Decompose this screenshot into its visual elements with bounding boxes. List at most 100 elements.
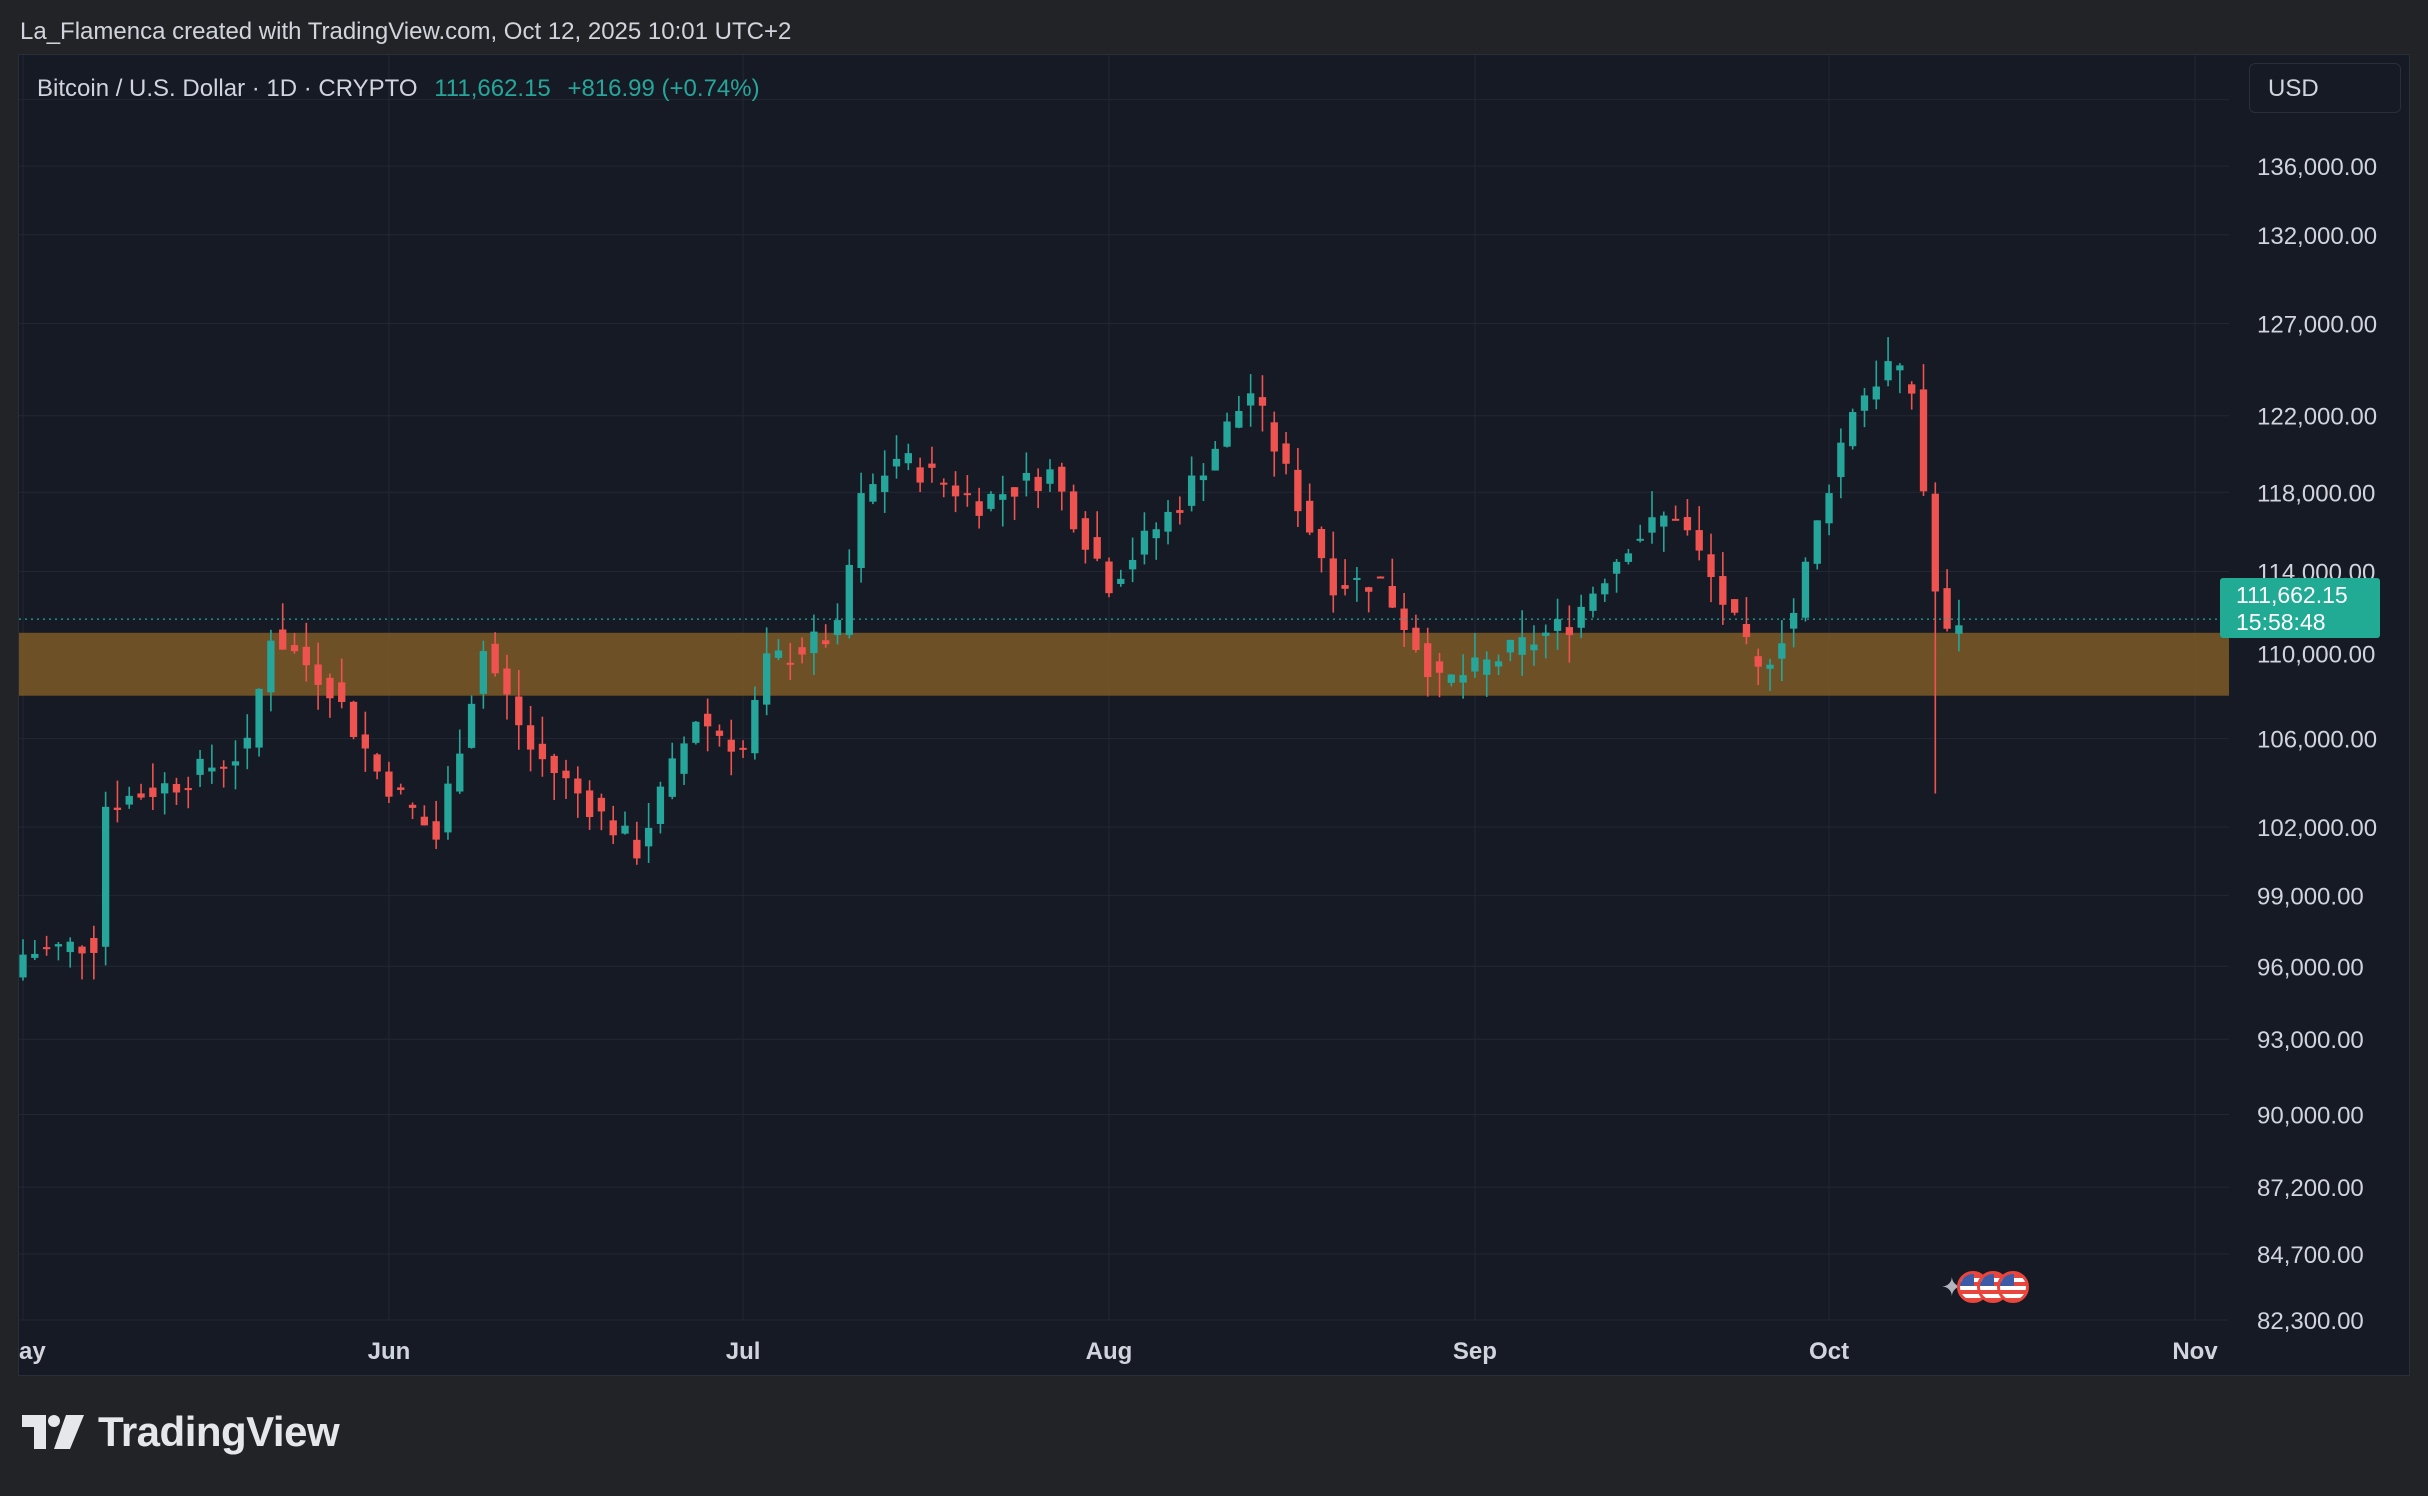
candle-body — [1860, 395, 1869, 411]
candle-body — [574, 778, 582, 794]
candle-body — [1577, 606, 1585, 628]
candle-body — [987, 493, 995, 509]
candle-body — [479, 651, 488, 694]
candle-body — [633, 839, 641, 859]
candle-body — [597, 797, 606, 812]
symbol-legend: Bitcoin / U.S. Dollar · 1D · CRYPTO 111,… — [37, 75, 760, 103]
candle-body — [1707, 554, 1715, 578]
candle-body — [1435, 661, 1444, 673]
candle-body — [692, 721, 700, 743]
candle-body — [857, 493, 865, 569]
candle-body — [999, 494, 1007, 500]
price-change: +816.99 (+0.74%) — [567, 75, 760, 102]
symbol-description: Bitcoin / U.S. Dollar · 1D · CRYPTO — [37, 75, 418, 102]
candle-body — [1483, 659, 1491, 675]
candlestick-chart[interactable]: 140,000.00136,000.00132,000.00127,000.00… — [19, 55, 2409, 1375]
candle-body — [1211, 448, 1219, 471]
candle-body — [1069, 491, 1078, 530]
candle-body — [1081, 518, 1090, 550]
candle-body — [184, 788, 192, 791]
candle-body — [467, 703, 476, 748]
candle-body — [1447, 674, 1455, 683]
candle-body — [1695, 530, 1703, 551]
candle-body — [196, 758, 204, 775]
candle-body — [680, 743, 688, 774]
candle-body — [1282, 443, 1290, 464]
candle-body — [314, 664, 322, 685]
x-tick-label: ay — [19, 1338, 46, 1365]
candle-body — [290, 645, 299, 652]
us-flag-icon[interactable] — [1996, 1271, 2029, 1303]
candle-body — [585, 790, 594, 818]
candle-body — [562, 770, 570, 779]
y-tick-label: 93,000.00 — [2257, 1027, 2364, 1054]
candle-body — [1235, 411, 1243, 428]
y-tick-label: 110,000.00 — [2257, 642, 2375, 669]
candle-body — [31, 953, 39, 958]
candle-body — [869, 484, 877, 502]
candle-body — [1258, 397, 1267, 406]
candle-body — [1246, 393, 1255, 406]
candle-body — [1660, 515, 1668, 527]
candle-body — [1306, 500, 1314, 533]
candle-body — [1223, 421, 1231, 447]
candle-body — [1825, 493, 1833, 524]
candle-body — [1176, 510, 1184, 513]
candle-body — [503, 668, 511, 695]
candle-body — [904, 453, 912, 464]
y-tick-label: 99,000.00 — [2257, 884, 2364, 911]
candle-body — [810, 631, 818, 654]
candle-body — [1046, 469, 1054, 484]
tradingview-logo[interactable]: TradingView — [22, 1408, 340, 1456]
candle-body — [1589, 593, 1597, 611]
candle-body — [798, 647, 806, 655]
candle-body — [963, 493, 972, 496]
x-tick-label: Nov — [2172, 1338, 2218, 1365]
chart-panel[interactable]: 140,000.00136,000.00132,000.00127,000.00… — [18, 54, 2410, 1376]
y-tick-label: 82,300.00 — [2257, 1308, 2364, 1335]
currency-selector[interactable]: USD — [2249, 63, 2401, 113]
candle-body — [928, 463, 936, 468]
candle-body — [1329, 558, 1337, 596]
candle-body — [1341, 585, 1349, 589]
candle-body — [1601, 583, 1609, 595]
candle-body — [656, 786, 665, 824]
candle-body — [279, 629, 287, 650]
candle-body — [444, 783, 452, 833]
candle-body — [1801, 561, 1810, 618]
y-tick-label: 96,000.00 — [2257, 954, 2364, 981]
candle-body — [644, 827, 653, 847]
candle-body — [1943, 588, 1951, 629]
candle-body — [739, 747, 747, 750]
candle-body — [1766, 664, 1774, 669]
candle-body — [1494, 661, 1503, 667]
candle-body — [774, 650, 783, 658]
candle-body — [149, 787, 157, 798]
candle-body — [1010, 487, 1019, 497]
candle-body — [751, 699, 759, 754]
candle-body — [1471, 657, 1479, 672]
candle-body — [1849, 412, 1857, 447]
y-tick-label: 127,000.00 — [2257, 311, 2377, 338]
candle-body — [397, 787, 405, 790]
x-tick-label: Sep — [1453, 1338, 1497, 1365]
candle-body — [1199, 475, 1208, 481]
candle-body — [515, 696, 523, 726]
candle-body — [786, 662, 794, 665]
candle-body — [1459, 675, 1467, 683]
candle-body — [326, 677, 334, 699]
candle-body — [113, 807, 122, 811]
candle-body — [1022, 473, 1031, 481]
candle-body — [1636, 538, 1644, 541]
y-tick-label: 136,000.00 — [2257, 154, 2377, 181]
chart-caption: La_Flamenca created with TradingView.com… — [20, 18, 792, 45]
current-price-tag: 111,662.15 15:58:48 — [2220, 578, 2380, 638]
candle-body — [160, 783, 169, 794]
candle-body — [78, 946, 86, 954]
y-tick-label: 106,000.00 — [2257, 727, 2377, 754]
price-tag-value: 111,662.15 — [2236, 582, 2348, 608]
candle-body — [1612, 561, 1621, 574]
candle-body — [1837, 442, 1845, 478]
economic-events[interactable]: ✦ — [1941, 1271, 2029, 1303]
y-tick-label: 90,000.00 — [2257, 1103, 2364, 1130]
